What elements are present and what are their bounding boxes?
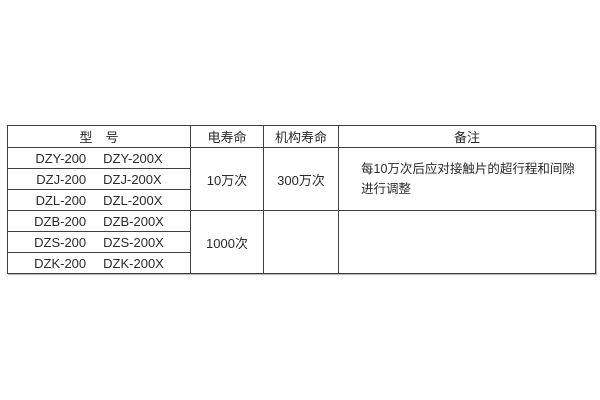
model-cell: DZB-200 DZB-200X [7, 210, 191, 232]
model-value: DZY-200 [35, 150, 87, 166]
model-cell: DZJ-200 DZJ-200X [7, 168, 191, 190]
model-value: DZJ-200X [103, 171, 162, 187]
model-cell: DZL-200 DZL-200X [7, 189, 191, 211]
model-value: DZS-200X [103, 234, 164, 250]
model-cell: DZS-200 DZS-200X [7, 231, 191, 253]
remarks-cell-group1: 每10万次后应对接触片的超行程和间隙 进行调整 [338, 147, 596, 211]
table-row: DZK-200 DZK-200X [7, 252, 596, 274]
mechanical-life-cell-group2 [263, 210, 339, 274]
mechanical-life-cell-group1: 300万次 [263, 147, 339, 211]
electrical-life-cell-group1: 10万次 [190, 147, 264, 211]
model-cell: DZK-200 DZK-200X [7, 252, 191, 274]
table-row: DZY-200 DZY-200X 10万次 300万次 每10万次后应对接触片的… [7, 147, 596, 211]
header-mechanical-life: 机构寿命 [263, 125, 339, 148]
model-value: DZJ-200 [36, 171, 87, 187]
model-value: DZY-200X [103, 150, 163, 166]
header-model: 型 号 [7, 125, 191, 148]
remarks-cell-group2 [338, 210, 596, 274]
header-row: 型 号 电寿命 机构寿命 备注 [7, 125, 596, 148]
header-remarks: 备注 [338, 125, 596, 148]
model-cell: DZY-200 DZY-200X [7, 147, 191, 169]
remark-line-1: 每10万次后应对接触片的超行程和间隙 [361, 162, 575, 176]
relay-life-spec-table: 型 号 电寿命 机构寿命 备注 DZY-200 DZY-200X 10万次 30… [7, 125, 596, 274]
header-electrical-life: 电寿命 [190, 125, 264, 148]
model-value: DZL-200 [35, 192, 87, 208]
model-value: DZK-200X [103, 255, 164, 271]
model-value: DZB-200X [103, 213, 164, 229]
table-row: DZL-200 DZL-200X [7, 189, 596, 211]
model-value: DZB-200 [34, 213, 87, 229]
table-row: DZB-200 DZB-200X 1000次 [7, 210, 596, 274]
model-value: DZL-200X [103, 192, 163, 208]
model-value: DZK-200 [34, 255, 87, 271]
model-value: DZS-200 [34, 234, 87, 250]
electrical-life-cell-group2: 1000次 [190, 210, 264, 274]
table-row: DZJ-200 DZJ-200X [7, 168, 596, 190]
remark-line-2: 进行调整 [361, 182, 412, 196]
